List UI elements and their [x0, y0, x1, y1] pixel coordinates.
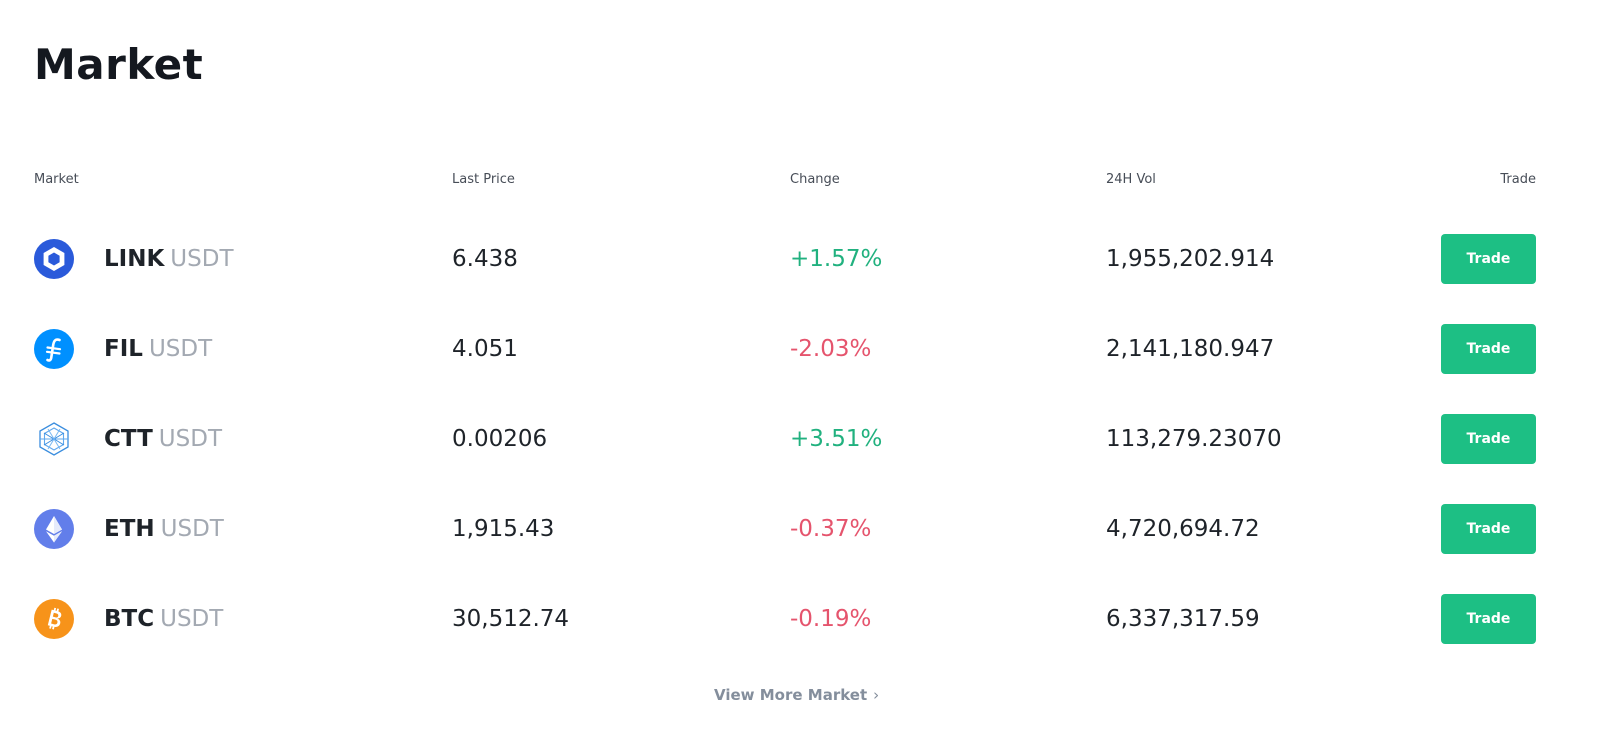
quote-asset: USDT	[160, 516, 224, 542]
volume-24h: 6,337,317.59	[1106, 606, 1260, 632]
base-asset: BTC	[104, 606, 155, 632]
last-price: 4.051	[452, 336, 518, 362]
trade-button[interactable]: Trade	[1441, 234, 1536, 284]
last-price: 30,512.74	[452, 606, 570, 632]
column-header-market: Market	[34, 172, 79, 187]
market-pair: BTC USDT	[104, 606, 223, 632]
trade-button[interactable]: Trade	[1441, 504, 1536, 554]
column-header-trade: Trade	[1500, 172, 1536, 187]
volume-24h: 2,141,180.947	[1106, 336, 1275, 362]
base-asset: FIL	[104, 336, 143, 362]
bitcoin-icon	[34, 599, 74, 639]
ctt-icon	[34, 419, 74, 459]
trade-button[interactable]: Trade	[1441, 594, 1536, 644]
column-header-24h-vol: 24H Vol	[1106, 172, 1156, 187]
filecoin-icon	[34, 329, 74, 369]
base-asset: LINK	[104, 246, 165, 272]
last-price: 6.438	[452, 246, 518, 272]
chevron-right-icon: ›	[873, 686, 880, 704]
ethereum-icon	[34, 509, 74, 549]
view-more-label: View More Market	[714, 686, 868, 704]
market-row-btc[interactable]: BTC USDT 30,512.74 -0.19% 6,337,317.59 Tr…	[0, 574, 1600, 664]
market-row-fil[interactable]: FIL USDT 4.051 -2.03% 2,141,180.947 Trade	[0, 304, 1600, 394]
last-price: 0.00206	[452, 426, 548, 452]
price-change: +3.51%	[790, 426, 883, 452]
market-pair: FIL USDT	[104, 336, 212, 362]
view-more-market-link[interactable]: View More Market ›	[714, 686, 879, 704]
market-row-link[interactable]: LINK USDT 6.438 +1.57% 1,955,202.914 Trad…	[0, 214, 1600, 304]
volume-24h: 4,720,694.72	[1106, 516, 1260, 542]
base-asset: ETH	[104, 516, 155, 542]
market-row-ctt[interactable]: CTT USDT 0.00206 +3.51% 113,279.23070 Tra…	[0, 394, 1600, 484]
market-pair: ETH USDT	[104, 516, 224, 542]
price-change: +1.57%	[790, 246, 883, 272]
quote-asset: USDT	[148, 336, 213, 362]
price-change: -0.19%	[790, 606, 872, 632]
volume-24h: 113,279.23070	[1106, 426, 1282, 452]
quote-asset: USDT	[160, 606, 224, 632]
market-pair: CTT USDT	[104, 426, 222, 452]
last-price: 1,915.43	[452, 516, 555, 542]
quote-asset: USDT	[170, 246, 234, 272]
price-change: -2.03%	[790, 336, 872, 362]
trade-button[interactable]: Trade	[1441, 324, 1536, 374]
volume-24h: 1,955,202.914	[1106, 246, 1275, 272]
quote-asset: USDT	[158, 426, 222, 452]
trade-button[interactable]: Trade	[1441, 414, 1536, 464]
price-change: -0.37%	[790, 516, 872, 542]
column-header-change: Change	[790, 172, 840, 187]
market-row-eth[interactable]: ETH USDT 1,915.43 -0.37% 4,720,694.72 Tra…	[0, 484, 1600, 574]
column-header-last-price: Last Price	[452, 172, 515, 187]
base-asset: CTT	[104, 426, 153, 452]
chainlink-icon	[34, 239, 74, 279]
page-title: Market	[34, 40, 204, 89]
market-pair: LINK USDT	[104, 246, 234, 272]
